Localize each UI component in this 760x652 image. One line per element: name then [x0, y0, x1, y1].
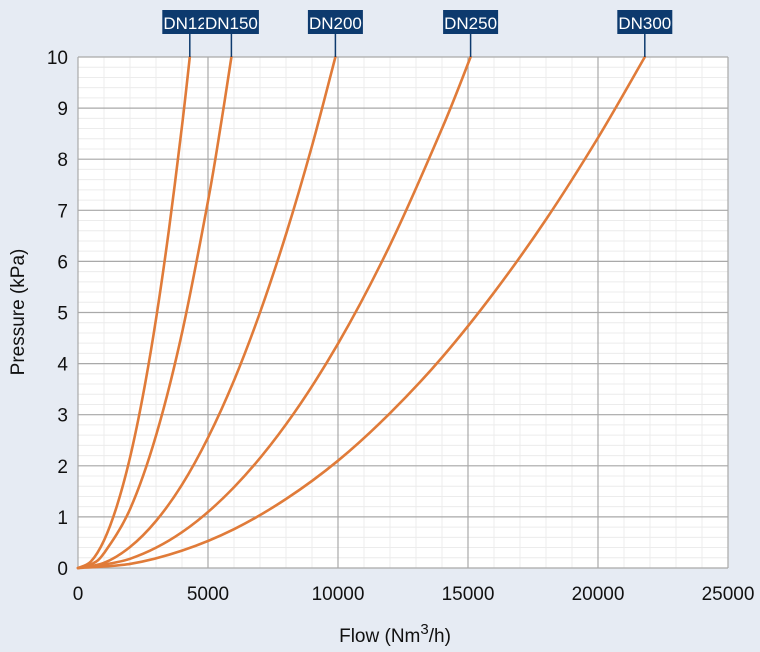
series-tag-dn300: [617, 10, 673, 34]
y-tick-label: 10: [47, 48, 68, 69]
major-grid: [77, 56, 729, 569]
y-tick-label: 1: [57, 508, 68, 529]
y-tick-label: 4: [57, 355, 68, 376]
y-tick-label: 0: [57, 559, 68, 580]
series-tag-dn150: [203, 10, 259, 34]
x-tick-label: 25000: [702, 584, 755, 605]
series-line-dn200: [76, 55, 337, 570]
series-line-dn250: [76, 55, 472, 570]
series-line-dn150: [76, 55, 233, 570]
series-label-dn300: DN300: [618, 14, 671, 33]
series-label-dn250: DN250: [444, 14, 497, 33]
series-lines: [76, 55, 647, 570]
y-tick-label: 3: [57, 406, 68, 427]
series-label-dn200: DN200: [309, 14, 362, 33]
series-line-dn300: [76, 55, 647, 570]
x-tick-label: 10000: [312, 584, 365, 605]
series-tag-dn200: [307, 10, 363, 34]
x-tick-labels: 0 5000 10000 15000 20000 25000: [73, 584, 755, 605]
series-label-dn125: DN125: [163, 14, 216, 33]
y-axis-title: Pressure (kPa): [8, 249, 29, 376]
y-tick-label: 9: [57, 99, 68, 120]
y-tick-label: 5: [57, 304, 68, 325]
y-tick-label: 7: [57, 201, 68, 222]
y-tick-labels: 0 1 2 3 4 5 6 7 8 9 10: [47, 48, 69, 580]
x-tick-label: 5000: [187, 584, 229, 605]
x-axis-title: Flow (Nm3/h): [339, 621, 451, 647]
y-tick-label: 2: [57, 457, 68, 478]
x-tick-label: 20000: [572, 584, 625, 605]
x-tick-label: 0: [73, 584, 84, 605]
y-tick-label: 8: [57, 150, 68, 171]
series-label-dn150: DN150: [205, 14, 258, 33]
series-tag-dn250: [443, 10, 499, 34]
x-tick-label: 15000: [442, 584, 495, 605]
y-tick-label: 6: [57, 252, 68, 273]
series-line-dn125: [76, 55, 192, 570]
